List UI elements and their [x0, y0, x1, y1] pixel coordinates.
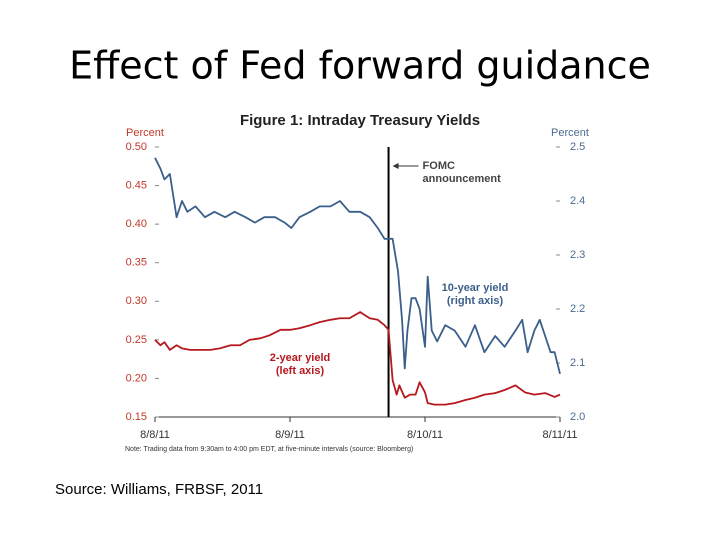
y-tick-label: 0.30 [126, 295, 147, 307]
series-label-note: (left axis) [276, 365, 325, 377]
y-axis-label: Percent [126, 127, 164, 139]
x-tick-label: 8/11/11 [542, 429, 577, 441]
x-tick-label: 8/8/11 [140, 429, 170, 441]
chart-title: Figure 1: Intraday Treasury Yields [240, 112, 480, 129]
slide-title: Effect of Fed forward guidance [69, 44, 651, 88]
y2-tick-label: 2.1 [570, 357, 585, 369]
series-label: 10-year yield [442, 282, 509, 294]
y2-tick-label: 2.0 [570, 411, 585, 423]
source: Source: Williams, FRBSF, 2011 [55, 481, 263, 498]
event-arrowhead [392, 163, 399, 169]
y-tick-label: 0.25 [126, 334, 147, 346]
x-tick-label: 8/10/11 [407, 429, 443, 441]
x-tick-label: 8/9/11 [275, 429, 305, 441]
y-tick-label: 0.20 [126, 372, 147, 384]
y-tick-label: 0.15 [126, 411, 147, 423]
y-tick-label: 0.35 [126, 257, 147, 269]
y-tick-label: 0.45 [126, 179, 147, 191]
y-tick-label: 0.40 [126, 218, 147, 230]
event-label: announcement [423, 173, 502, 185]
y2-tick-label: 2.4 [570, 195, 585, 207]
y-tick-label: 0.50 [126, 141, 147, 153]
y2-tick-label: 2.3 [570, 249, 585, 261]
y2-tick-label: 2.5 [570, 141, 585, 153]
y2-tick-label: 2.2 [570, 303, 585, 315]
chart-note: Note: Trading data from 9:30am to 4:00 p… [125, 446, 413, 453]
y2-axis-label: Percent [551, 127, 589, 139]
series-label: 2-year yield [270, 352, 331, 364]
series-label-note: (right axis) [447, 295, 504, 307]
series-line [154, 157, 561, 375]
event-label: FOMC [423, 160, 455, 172]
series-line [154, 311, 561, 406]
